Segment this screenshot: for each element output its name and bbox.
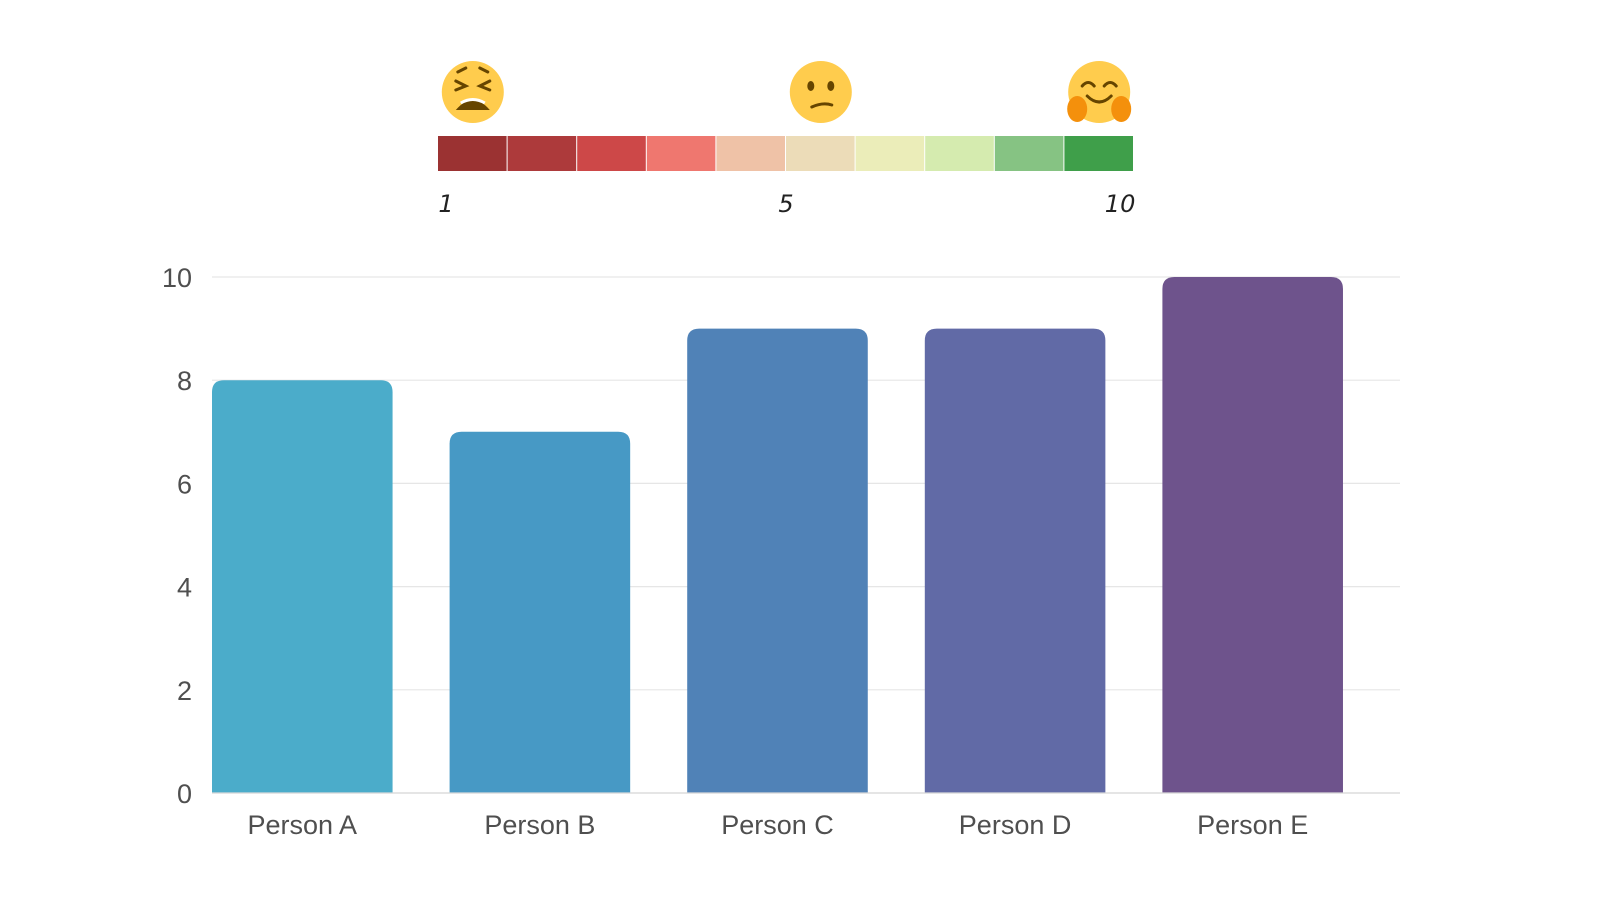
scale-segment-2: [507, 136, 577, 171]
x-tick-label: Person E: [1197, 810, 1308, 840]
hugging-face-icon: [1067, 61, 1132, 123]
rating-scale: 1 5 10: [438, 61, 1135, 218]
y-tick-label: 4: [177, 573, 192, 603]
scale-label: 10: [1105, 190, 1136, 218]
x-tick-label: Person A: [247, 810, 357, 840]
scale-segment-6: [786, 136, 855, 171]
scale-label: 5: [778, 190, 793, 218]
y-tick-label: 2: [177, 676, 192, 706]
y-axis-ticks: 0 2 4 6 8 10: [162, 263, 192, 809]
x-tick-label: Person B: [484, 810, 595, 840]
scale-label: 1: [438, 190, 453, 218]
x-tick-label: Person C: [721, 810, 834, 840]
x-tick-label: Person D: [959, 810, 1072, 840]
scale-segment-5: [716, 136, 785, 171]
scale-segment-7: [855, 136, 925, 171]
scale-segment-3: [577, 136, 646, 171]
x-axis-labels: Person A Person B Person C Person D Person E: [247, 810, 1308, 840]
y-tick-label: 8: [177, 366, 192, 396]
confused-face-icon: [789, 61, 852, 123]
bar-person-e: [1162, 277, 1343, 793]
bar-person-b: [449, 431, 631, 793]
bars: [212, 277, 1343, 793]
scale-segment-1: [438, 136, 507, 171]
bar-person-c: [687, 328, 868, 793]
weary-face-icon: [441, 61, 504, 123]
bar-person-d: [924, 328, 1106, 793]
scale-segment-8: [925, 136, 994, 171]
y-tick-label: 0: [177, 779, 192, 809]
scale-segment-9: [994, 136, 1064, 171]
y-tick-label: 6: [177, 469, 192, 499]
bar-person-a: [212, 380, 393, 793]
y-tick-label: 10: [162, 263, 192, 293]
scale-segment-10: [1064, 136, 1133, 171]
scale-segment-4: [646, 136, 716, 171]
